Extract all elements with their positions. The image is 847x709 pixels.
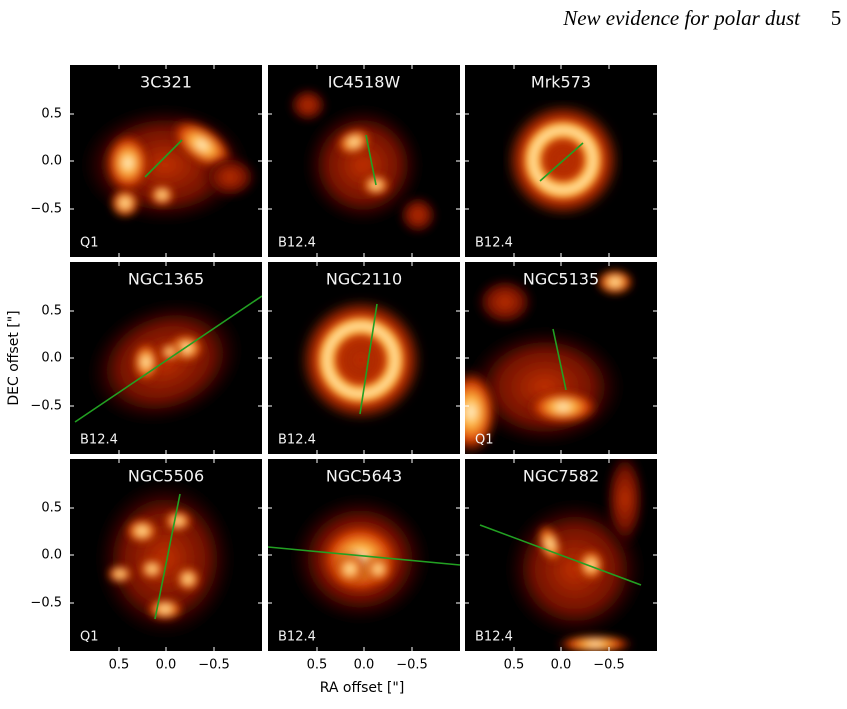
- position-angle-line: [268, 546, 460, 566]
- image-panel: NGC1365 B12.4: [70, 262, 262, 454]
- x-tick-label: −0.5: [593, 658, 625, 673]
- emission-blob: [131, 340, 161, 384]
- position-angle-line: [74, 295, 262, 423]
- emission-blob: [288, 87, 328, 123]
- emission-blob: [334, 127, 374, 157]
- panel-name: NGC5135: [523, 270, 599, 289]
- panel-name: 3C321: [140, 73, 192, 92]
- emission-blob: [138, 557, 166, 581]
- position-angle-line: [552, 328, 567, 391]
- emission-blob: [475, 277, 535, 327]
- x-tick-label: 0.0: [156, 658, 177, 673]
- filter-label: Q1: [80, 236, 99, 251]
- panel-name: NGC5643: [326, 467, 402, 486]
- emission-map: [301, 300, 421, 420]
- page-number: 5: [831, 6, 842, 30]
- x-tick-label: 0.5: [109, 658, 130, 673]
- emission-blob: [303, 105, 423, 225]
- emission-map: [508, 105, 618, 215]
- emission-blob: [109, 187, 141, 219]
- panel-name: NGC7582: [523, 467, 599, 486]
- x-tick-label: 0.5: [504, 658, 525, 673]
- x-tick-label: 0.0: [551, 658, 572, 673]
- emission-blob: [104, 131, 152, 195]
- emission-blob: [398, 195, 438, 235]
- filter-label: B12.4: [278, 236, 316, 251]
- position-angle-line: [479, 524, 642, 586]
- emission-blob: [576, 547, 606, 583]
- image-panel: Mrk573 B12.4: [465, 65, 657, 257]
- x-axis-label: RA offset ["]: [320, 680, 405, 696]
- emission-blob: [158, 342, 182, 362]
- y-tick-label: 0.5: [41, 304, 62, 319]
- panel-name: NGC5506: [128, 467, 204, 486]
- filter-label: B12.4: [278, 433, 316, 448]
- emission-blob: [174, 565, 202, 593]
- filter-label: Q1: [475, 433, 494, 448]
- y-tick-label: −0.5: [30, 202, 62, 217]
- y-tick-label: −0.5: [30, 399, 62, 414]
- emission-blob: [106, 564, 134, 584]
- filter-label: B12.4: [80, 433, 118, 448]
- emission-map: [95, 479, 235, 639]
- x-tick-label: −0.5: [198, 658, 230, 673]
- image-panel: NGC2110 B12.4: [268, 262, 460, 454]
- emission-blob: [332, 551, 368, 587]
- emission-map: [288, 87, 438, 235]
- emission-map: [80, 105, 258, 225]
- y-tick-label: 0.5: [41, 501, 62, 516]
- emission-ring-core: [324, 323, 398, 397]
- image-panel: NGC5506 Q1: [70, 459, 262, 651]
- emission-map: [479, 459, 645, 651]
- emission-blob: [124, 517, 160, 545]
- y-tick-label: 0.0: [41, 548, 62, 563]
- position-angle-line: [539, 142, 584, 182]
- filter-label: B12.4: [278, 630, 316, 645]
- filter-label: Q1: [80, 630, 99, 645]
- filter-label: B12.4: [475, 630, 513, 645]
- emission-blob: [202, 155, 258, 199]
- emission-blob: [555, 634, 635, 651]
- position-angle-line: [359, 303, 378, 415]
- emission-map: [74, 295, 262, 425]
- emission-blob: [363, 554, 393, 584]
- x-tick-label: 0.5: [307, 658, 328, 673]
- panel-name: NGC2110: [326, 270, 402, 289]
- position-angle-line: [154, 493, 181, 620]
- emission-blob: [95, 479, 235, 639]
- emission-blob: [605, 459, 645, 549]
- image-panel: NGC5135 Q1: [465, 262, 657, 454]
- emission-blob: [148, 183, 176, 207]
- emission-blob: [465, 367, 499, 454]
- emission-blob: [525, 389, 601, 425]
- y-axis-label: DEC offset ["]: [6, 310, 22, 405]
- image-panel: IC4518W B12.4: [268, 65, 460, 257]
- header-title: New evidence for polar dust: [562, 6, 801, 30]
- emission-blob: [145, 597, 185, 621]
- filter-label: B12.4: [475, 236, 513, 251]
- image-panel: NGC5643 B12.4: [268, 459, 460, 651]
- y-tick-label: 0.0: [41, 351, 62, 366]
- image-panel: 3C321 Q1: [70, 65, 262, 257]
- emission-blob: [595, 268, 635, 296]
- panel-name: Mrk573: [531, 73, 591, 92]
- x-tick-label: −0.5: [396, 658, 428, 673]
- y-tick-label: 0.5: [41, 107, 62, 122]
- position-angle-line: [365, 134, 377, 186]
- emission-map: [465, 268, 635, 454]
- y-tick-label: 0.0: [41, 154, 62, 169]
- position-angle-line: [144, 139, 183, 178]
- panel-name: IC4518W: [328, 73, 401, 92]
- emission-map: [268, 494, 460, 624]
- y-tick-label: −0.5: [30, 596, 62, 611]
- panel-name: NGC1365: [128, 270, 204, 289]
- x-tick-label: 0.0: [354, 658, 375, 673]
- image-panel: NGC7582 B12.4: [465, 459, 657, 651]
- panel-grid: 3C321 Q1 0.5 0.0 −0.5 IC4518W B12.4 Mrk573 B12.4…: [30, 65, 657, 673]
- emission-blob: [536, 522, 564, 566]
- emission-blob: [162, 509, 194, 533]
- emission-ring-core: [530, 127, 596, 193]
